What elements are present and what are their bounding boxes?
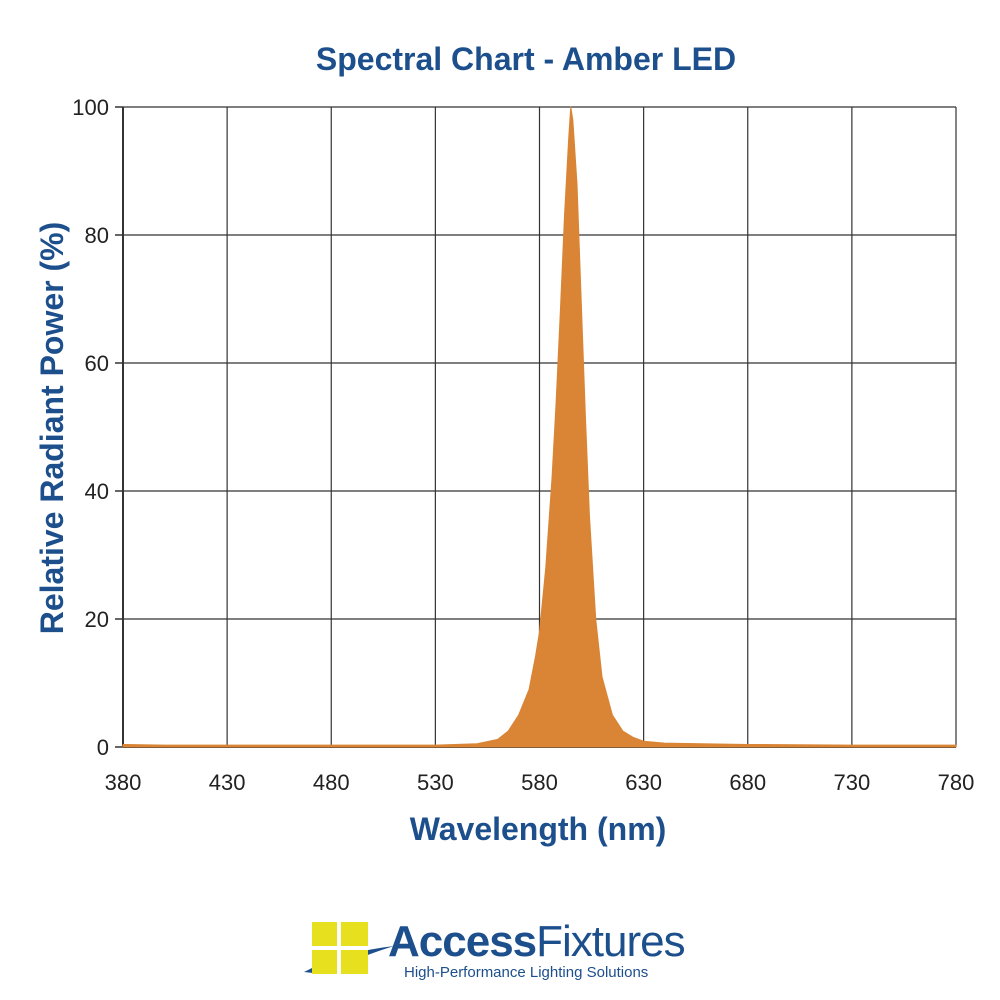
- spectral-chart: Spectral Chart - Amber LED 380 430 480 530 5…: [0, 0, 1000, 910]
- y-tick-label: 100: [72, 95, 109, 120]
- y-tick-label: 40: [85, 479, 109, 504]
- y-axis-label: Relative Radiant Power (%): [34, 222, 70, 635]
- x-axis-label: Wavelength (nm): [410, 811, 667, 847]
- x-tick-label: 380: [105, 770, 142, 795]
- window-logo-icon: [312, 922, 368, 974]
- x-tick-label: 580: [521, 770, 558, 795]
- x-tick-label: 480: [313, 770, 350, 795]
- x-tick-label: 680: [729, 770, 766, 795]
- logo-wordmark: AccessFixtures: [388, 918, 685, 966]
- x-tick-label: 530: [417, 770, 454, 795]
- x-tick-label: 630: [625, 770, 662, 795]
- access-fixtures-logo: AccessFixtures High-Performance Lighting…: [312, 918, 712, 982]
- y-tick-label: 0: [97, 735, 109, 760]
- tick-labels: 380 430 480 530 580 630 680 730 780 0 20 40 60 80 100: [72, 95, 974, 795]
- x-tick-label: 780: [938, 770, 975, 795]
- y-tick-label: 60: [85, 351, 109, 376]
- grid: [115, 107, 956, 747]
- x-tick-label: 730: [834, 770, 871, 795]
- logo-tagline: High-Performance Lighting Solutions: [404, 964, 648, 981]
- y-tick-label: 20: [85, 607, 109, 632]
- x-tick-label: 430: [209, 770, 246, 795]
- chart-title: Spectral Chart - Amber LED: [316, 41, 736, 77]
- y-tick-label: 80: [85, 223, 109, 248]
